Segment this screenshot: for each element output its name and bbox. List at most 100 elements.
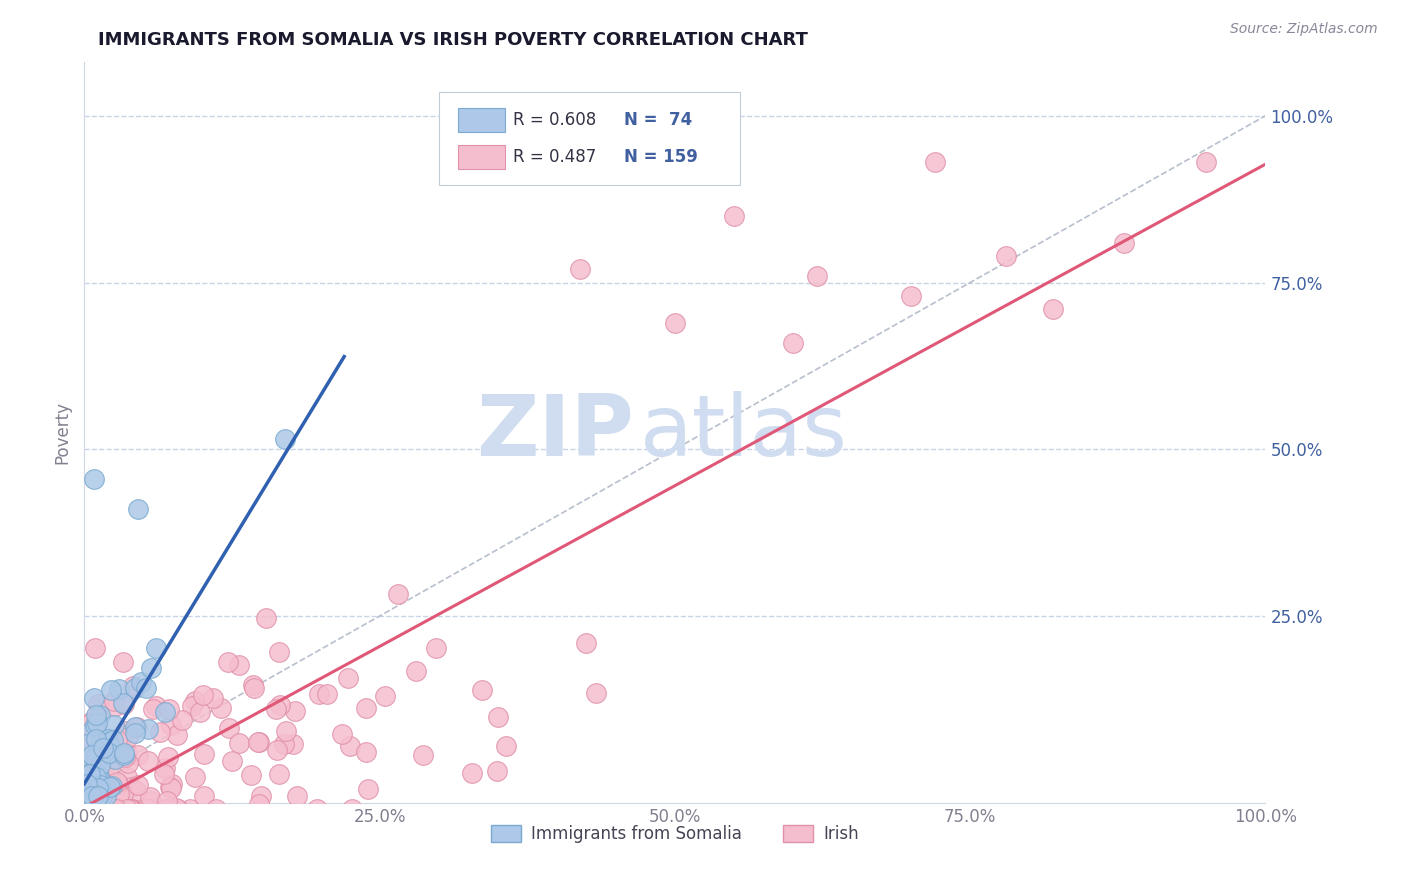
Irish xyxy=(97,802,120,816)
Irish xyxy=(273,737,295,751)
Irish xyxy=(184,693,207,707)
Irish xyxy=(103,694,125,708)
Irish xyxy=(94,802,117,816)
Irish xyxy=(112,787,135,801)
Immigrants from Somalia xyxy=(79,788,101,802)
Irish xyxy=(156,794,179,808)
Irish xyxy=(75,739,97,753)
Irish xyxy=(152,767,174,781)
Irish xyxy=(125,720,148,734)
Immigrants from Somalia xyxy=(86,789,108,804)
Irish xyxy=(188,705,211,719)
Immigrants from Somalia xyxy=(97,731,120,746)
Irish xyxy=(782,335,804,350)
Irish xyxy=(83,780,105,794)
Immigrants from Somalia xyxy=(124,719,146,733)
Immigrants from Somalia xyxy=(87,780,110,795)
Irish xyxy=(269,644,291,658)
Irish xyxy=(105,802,128,816)
Irish xyxy=(308,687,330,701)
Immigrants from Somalia xyxy=(75,789,97,804)
Immigrants from Somalia xyxy=(91,789,114,804)
Text: R = 0.608: R = 0.608 xyxy=(513,112,596,129)
Irish xyxy=(82,754,104,768)
Irish xyxy=(125,784,148,798)
Irish xyxy=(105,733,128,747)
Immigrants from Somalia xyxy=(87,743,110,757)
Irish xyxy=(100,800,122,814)
Irish xyxy=(97,760,120,774)
Immigrants from Somalia xyxy=(100,683,122,698)
Immigrants from Somalia xyxy=(86,789,108,804)
Irish xyxy=(157,750,180,764)
Irish xyxy=(247,735,270,749)
Immigrants from Somalia xyxy=(100,779,122,793)
Immigrants from Somalia xyxy=(97,746,120,760)
FancyBboxPatch shape xyxy=(457,108,505,132)
Irish xyxy=(87,802,110,816)
Text: atlas: atlas xyxy=(640,391,848,475)
Immigrants from Somalia xyxy=(104,752,127,766)
Irish xyxy=(86,802,108,816)
Immigrants from Somalia xyxy=(82,789,104,804)
Irish xyxy=(118,802,141,816)
Immigrants from Somalia xyxy=(75,789,97,804)
Irish xyxy=(228,658,250,673)
Immigrants from Somalia xyxy=(84,770,107,784)
Immigrants from Somalia xyxy=(274,432,297,446)
Immigrants from Somalia xyxy=(83,718,105,732)
Irish xyxy=(118,802,141,816)
Irish xyxy=(153,761,176,775)
Irish xyxy=(285,789,308,804)
Irish xyxy=(354,745,377,759)
Irish xyxy=(569,262,592,277)
Irish xyxy=(247,735,270,749)
Irish xyxy=(157,701,180,715)
Irish xyxy=(485,764,508,779)
Irish xyxy=(340,802,363,816)
Immigrants from Somalia xyxy=(112,747,135,761)
Irish xyxy=(121,802,143,816)
Irish xyxy=(114,750,136,764)
Immigrants from Somalia xyxy=(127,502,149,516)
Immigrants from Somalia xyxy=(75,789,97,804)
Irish xyxy=(117,756,139,770)
Legend: Immigrants from Somalia, Irish: Immigrants from Somalia, Irish xyxy=(484,819,866,850)
Irish xyxy=(139,790,162,805)
Irish xyxy=(89,746,111,760)
Irish xyxy=(264,702,287,716)
Immigrants from Somalia xyxy=(96,735,118,749)
Irish xyxy=(357,782,380,797)
Immigrants from Somalia xyxy=(124,726,146,740)
Irish xyxy=(111,728,134,742)
Irish xyxy=(405,664,427,678)
Irish xyxy=(79,802,101,816)
Irish xyxy=(1112,235,1135,250)
Irish xyxy=(900,289,922,303)
Irish xyxy=(159,781,181,796)
Immigrants from Somalia xyxy=(114,748,136,763)
Irish xyxy=(115,746,138,760)
Immigrants from Somalia xyxy=(86,755,108,769)
Irish xyxy=(117,731,139,745)
Immigrants from Somalia xyxy=(103,718,125,732)
Irish xyxy=(806,268,828,283)
Irish xyxy=(97,755,120,769)
Irish xyxy=(664,316,686,330)
Irish xyxy=(91,756,114,770)
Irish xyxy=(191,688,214,702)
Immigrants from Somalia xyxy=(79,767,101,781)
Irish xyxy=(471,682,494,697)
Irish xyxy=(425,640,447,655)
Irish xyxy=(184,770,207,784)
Irish xyxy=(160,718,183,732)
Irish xyxy=(142,702,165,716)
Irish xyxy=(574,636,596,650)
Immigrants from Somalia xyxy=(82,789,104,804)
Irish xyxy=(1042,302,1064,317)
Irish xyxy=(77,790,100,805)
Irish xyxy=(281,738,304,752)
Immigrants from Somalia xyxy=(93,741,115,756)
Irish xyxy=(100,802,122,816)
Immigrants from Somalia xyxy=(80,764,103,779)
